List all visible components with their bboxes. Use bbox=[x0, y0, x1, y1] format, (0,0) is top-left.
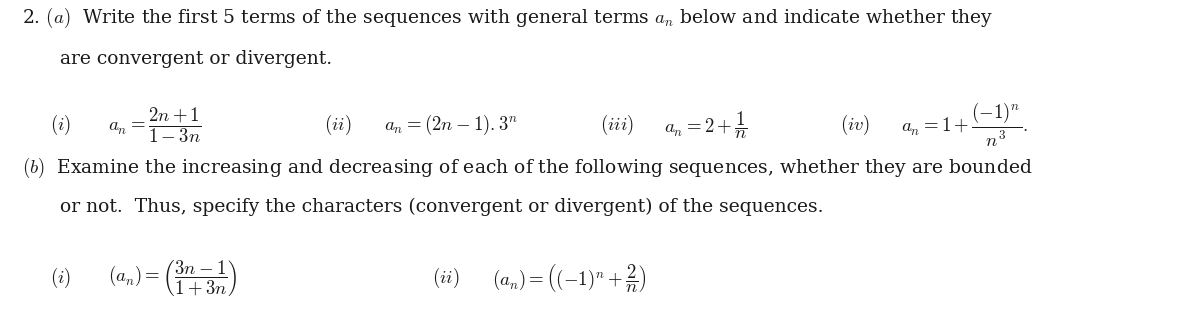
Text: $(iii)$: $(iii)$ bbox=[600, 113, 634, 137]
Text: $(a_n) = \left(\dfrac{3n-1}{1+3n}\right)$: $(a_n) = \left(\dfrac{3n-1}{1+3n}\right)… bbox=[108, 258, 238, 298]
Text: $a_n = \dfrac{2n+1}{1-3n}$: $a_n = \dfrac{2n+1}{1-3n}$ bbox=[108, 105, 202, 145]
Text: $(a_n) = \left((-1)^n + \dfrac{2}{n}\right)$: $(a_n) = \left((-1)^n + \dfrac{2}{n}\rig… bbox=[492, 262, 647, 294]
Text: $(ii)$: $(ii)$ bbox=[324, 113, 352, 137]
Text: $(iv)$: $(iv)$ bbox=[840, 113, 870, 137]
Text: $(ii)$: $(ii)$ bbox=[432, 266, 460, 290]
Text: $a_n = 1 + \dfrac{(-1)^n}{n^3}.$: $a_n = 1 + \dfrac{(-1)^n}{n^3}.$ bbox=[901, 101, 1028, 149]
Text: $a_n = 2 + \dfrac{1}{n}$: $a_n = 2 + \dfrac{1}{n}$ bbox=[664, 109, 748, 141]
Text: 2. $(a)$  Write the first 5 terms of the sequences with general terms $a_n$ belo: 2. $(a)$ Write the first 5 terms of the … bbox=[22, 6, 994, 30]
Text: $(i)$: $(i)$ bbox=[50, 266, 72, 290]
Text: $(i)$: $(i)$ bbox=[50, 113, 72, 137]
Text: are convergent or divergent.: are convergent or divergent. bbox=[60, 50, 332, 68]
Text: $a_n = (2n-1){.}3^n$: $a_n = (2n-1){.}3^n$ bbox=[384, 113, 518, 137]
Text: $(b)$  Examine the increasing and decreasing of each of the following sequences,: $(b)$ Examine the increasing and decreas… bbox=[22, 156, 1032, 180]
Text: or not.  Thus, specify the characters (convergent or divergent) of the sequences: or not. Thus, specify the characters (co… bbox=[60, 198, 823, 216]
